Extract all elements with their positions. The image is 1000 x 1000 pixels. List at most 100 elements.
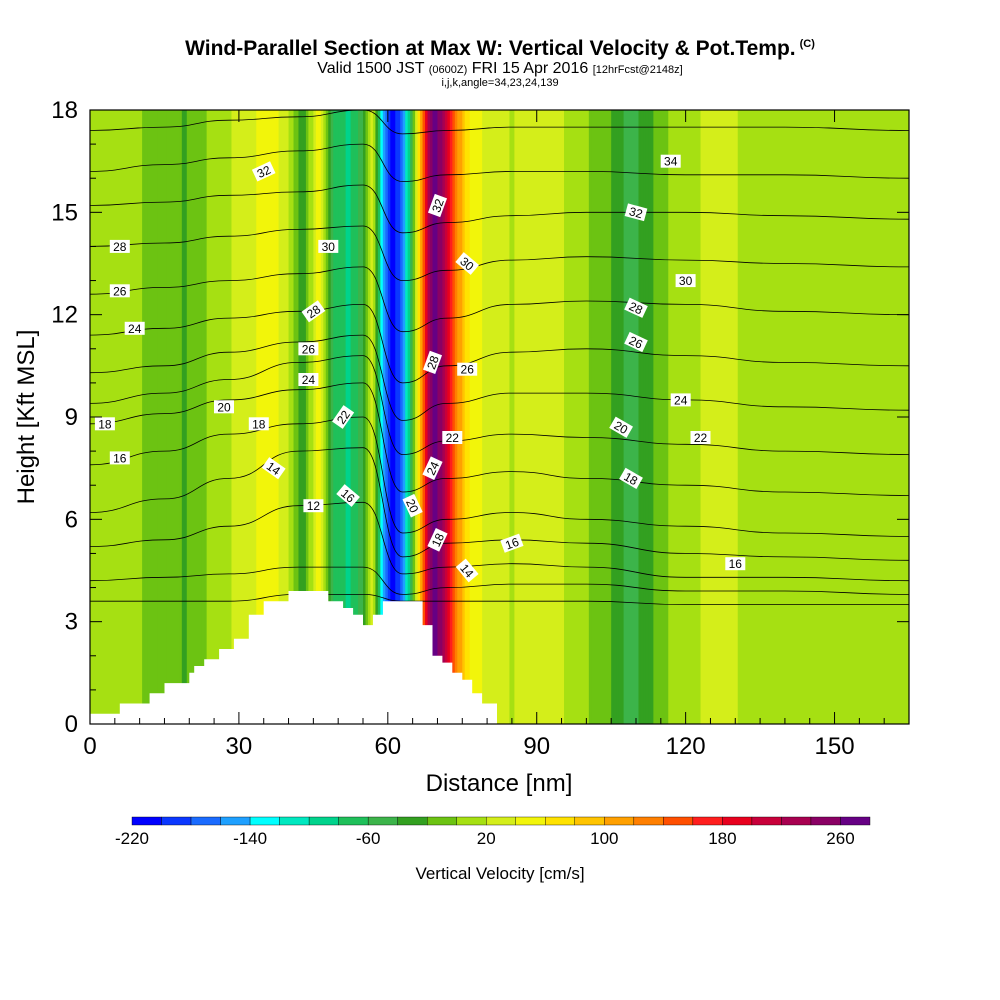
shading-column — [107, 110, 111, 724]
colorbar-swatch — [633, 816, 664, 826]
shading-column — [159, 110, 163, 724]
shading-column — [685, 110, 689, 724]
contour-label: 20 — [214, 400, 234, 414]
isentrope-26 — [90, 266, 909, 333]
contour-label: 16 — [109, 451, 130, 465]
shading-column — [844, 110, 848, 724]
shading-column — [293, 110, 297, 724]
shading-column — [640, 110, 645, 724]
shading-column — [492, 110, 496, 724]
shading-column — [581, 110, 585, 724]
shading-column — [367, 110, 372, 724]
colorbar-swatch — [722, 816, 753, 826]
shading-column — [382, 110, 386, 724]
contour-label: 26 — [298, 342, 319, 356]
shading-column — [633, 110, 637, 724]
contour-label-text: 26 — [113, 284, 127, 298]
shading-column — [117, 110, 121, 724]
shading-column — [310, 110, 314, 724]
shading-column — [586, 110, 590, 724]
contour-label: 24 — [670, 393, 691, 407]
shading-column — [698, 110, 702, 724]
colorbar-swatch — [486, 816, 516, 826]
shading-column — [134, 110, 138, 724]
contour-label: 22 — [442, 431, 463, 445]
shading-column — [422, 110, 426, 724]
shading-column — [425, 110, 429, 724]
shading-column — [459, 110, 463, 724]
shading-column — [226, 110, 230, 724]
colorbar-swatch — [692, 816, 723, 826]
chart-title-units: (C) — [799, 38, 815, 50]
shading-column — [593, 110, 597, 724]
colorbar-swatch — [456, 816, 487, 826]
shading-column — [176, 110, 180, 724]
shading-column — [313, 110, 317, 724]
shading-column — [809, 110, 813, 724]
shading-column — [400, 110, 404, 724]
shading-column — [323, 110, 327, 724]
shading-column — [529, 110, 533, 724]
shading-column — [760, 110, 764, 724]
contour-label-bg — [214, 400, 234, 414]
shading-column — [789, 110, 793, 724]
shading-column — [392, 110, 396, 724]
contour-label-text: 26 — [627, 333, 645, 351]
shading-column — [861, 110, 865, 724]
shading-column — [779, 110, 784, 724]
contour-label-text: 20 — [612, 418, 631, 437]
shading-column — [387, 110, 391, 724]
shading-column — [482, 110, 486, 724]
shading-column — [236, 110, 240, 724]
contour-label-text: 24 — [424, 459, 442, 477]
shading-column — [286, 110, 290, 724]
shading-column — [315, 110, 319, 724]
y-tick-label: 6 — [65, 506, 78, 533]
shading-column — [268, 110, 272, 724]
shading-column — [673, 110, 677, 724]
shading-column — [626, 110, 630, 724]
shading-column — [139, 110, 143, 724]
shading-column — [740, 110, 744, 724]
shading-column — [437, 110, 441, 724]
shading-column — [291, 110, 295, 724]
colorbar-swatch — [397, 816, 428, 826]
contour-label: 28 — [624, 297, 648, 318]
shading-column — [149, 110, 153, 724]
y-tick-label: 0 — [65, 711, 78, 738]
contour-label: 18 — [427, 527, 448, 552]
shading-column — [541, 110, 545, 724]
shading-column — [516, 110, 520, 724]
colorbar-swatch — [574, 816, 605, 826]
contour-label-bg — [500, 533, 524, 553]
contour-label: 30 — [675, 274, 696, 288]
shading-column — [114, 110, 118, 724]
shading-column — [385, 110, 389, 724]
contour-label-text: 30 — [322, 240, 336, 254]
contour-label: 20 — [609, 416, 634, 438]
shading-column — [876, 110, 880, 724]
shading-column — [864, 110, 868, 724]
shading-column — [204, 110, 208, 724]
isentrope-10 — [90, 566, 909, 595]
shading-column — [802, 110, 806, 724]
shading-column — [608, 110, 612, 724]
shading-column — [305, 110, 309, 724]
contour-label-text: 28 — [113, 240, 127, 254]
shading-column — [320, 110, 324, 724]
shading-column — [551, 110, 555, 724]
shading-column — [772, 110, 776, 724]
shading-column — [636, 110, 640, 724]
contour-label: 32 — [427, 193, 448, 218]
shading-column — [199, 110, 203, 724]
shading-column — [797, 110, 801, 724]
shading-column — [812, 110, 816, 724]
contour-label-text: 12 — [307, 499, 321, 513]
shading-column — [430, 110, 434, 724]
shading-column — [206, 110, 210, 724]
contour-label-bg — [336, 484, 360, 507]
shading-column — [405, 110, 409, 724]
shading-column — [266, 110, 270, 724]
shading-column — [707, 110, 712, 724]
